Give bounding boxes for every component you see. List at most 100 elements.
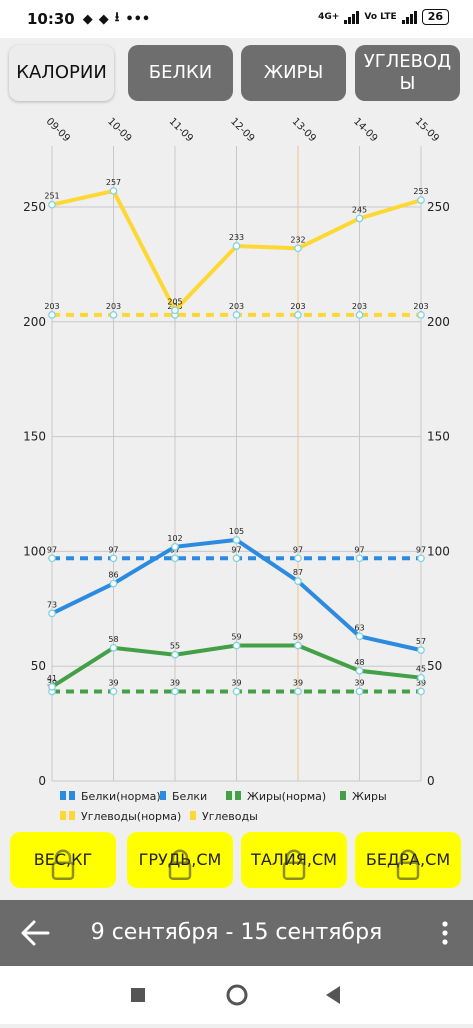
tab-proteins[interactable]: БЕЛКИ — [128, 45, 233, 101]
data-point — [109, 579, 118, 588]
data-label: 203 — [352, 302, 367, 311]
legend-swatch — [60, 791, 66, 800]
y-tick-label-right: 150 — [427, 430, 450, 444]
weight-button-label: ВЕС,КГ — [33, 850, 93, 869]
data-point — [294, 311, 302, 319]
waist-button[interactable]: ТАЛИЯ,СМ — [241, 832, 347, 888]
data-label: 59 — [293, 633, 303, 642]
back-arrow-icon[interactable] — [20, 919, 50, 947]
legend-label: Белки — [172, 790, 207, 803]
data-label: 39 — [47, 678, 57, 687]
y-tick-label-left: 250 — [23, 200, 46, 214]
hips-button-label: БЕДРА,СМ — [365, 850, 451, 869]
tab-carbs[interactable]: УГЛЕВОДЫ — [355, 45, 460, 101]
y-tick-label-left: 50 — [31, 659, 46, 673]
data-label: 105 — [229, 527, 244, 536]
data-label: 39 — [293, 678, 303, 687]
legend-label: Жиры — [352, 790, 387, 803]
date-navigation-bar: 9 сентября - 15 сентября — [0, 900, 473, 966]
data-label: 97 — [47, 545, 57, 554]
network-type: 4G+ — [318, 12, 340, 22]
signal-icon — [401, 10, 417, 24]
data-point — [417, 673, 425, 682]
data-label: 41 — [47, 674, 57, 683]
back-icon[interactable] — [326, 986, 340, 1004]
data-point — [232, 641, 241, 650]
data-label: 233 — [229, 233, 244, 242]
more-notifications-icon: ••• — [125, 11, 151, 27]
data-point — [232, 242, 241, 250]
y-tick-label-left: 150 — [23, 430, 46, 444]
y-tick-label-left: 200 — [23, 315, 46, 329]
home-icon[interactable] — [226, 984, 248, 1006]
data-point — [417, 646, 425, 654]
status-time: 10:30 — [27, 10, 75, 28]
data-label: 48 — [354, 658, 364, 667]
volte-icon: Vo LTE — [364, 12, 397, 22]
data-point — [294, 577, 302, 586]
status-right: 4G+ Vo LTE 26 — [318, 9, 449, 25]
recent-apps-icon[interactable] — [131, 988, 145, 1002]
data-point — [417, 196, 425, 204]
data-label: 39 — [231, 678, 241, 687]
data-point — [48, 609, 56, 618]
data-label: 232 — [290, 235, 305, 244]
x-tick-label: 14-09 — [351, 116, 379, 144]
status-bar: 10:30 ◆ ◆ ⭳ ••• 4G+ Vo LTE 26 — [0, 0, 473, 38]
data-label: 97 — [293, 545, 303, 554]
legend-label: Углеводы(норма) — [81, 810, 181, 823]
nutrition-line-chart: 09-09 10-09 11-09 12-09 13-09 14-09 15-09 0 0 50 5… — [23, 116, 450, 823]
y-tick-label-right: 250 — [427, 200, 450, 214]
weight-button[interactable]: ВЕС,КГ — [10, 832, 116, 888]
more-vert-icon[interactable] — [441, 921, 449, 945]
legend-swatch — [340, 791, 346, 800]
data-point — [109, 687, 118, 696]
data-point — [417, 687, 425, 696]
lock-icon — [51, 849, 75, 881]
data-label: 257 — [106, 178, 121, 187]
metric-tabs: КАЛОРИИ БЕЛКИ ЖИРЫ УГЛЕВОДЫ — [0, 45, 473, 101]
data-label: 253 — [413, 187, 428, 196]
y-tick-label-right: 100 — [427, 544, 450, 558]
data-label: 87 — [293, 568, 303, 577]
data-point — [355, 214, 364, 223]
data-point — [232, 554, 241, 563]
data-point — [355, 554, 364, 563]
data-label: 97 — [354, 545, 364, 554]
data-label: 39 — [108, 678, 118, 687]
data-point — [171, 687, 179, 696]
hips-button[interactable]: БЕДРА,СМ — [355, 832, 461, 888]
y-tick-label-right: 0 — [427, 774, 435, 788]
data-point — [48, 200, 56, 209]
lock-icon — [396, 849, 420, 881]
legend-swatch — [160, 791, 166, 800]
data-label: 73 — [47, 600, 57, 609]
data-label: 203 — [106, 302, 121, 311]
data-point — [48, 683, 56, 691]
data-point — [294, 244, 302, 253]
legend-label: Жиры(норма) — [247, 790, 326, 803]
x-tick-label: 12-09 — [228, 116, 256, 144]
lock-icon — [282, 849, 306, 881]
data-point — [417, 554, 425, 563]
date-range-label[interactable]: 9 сентября - 15 сентября — [90, 920, 383, 945]
tab-fats[interactable]: ЖИРЫ — [241, 45, 346, 101]
x-tick-label: 09-09 — [44, 116, 72, 144]
chest-button-label: ГРУДЬ,СМ — [138, 850, 222, 869]
legend-swatch — [60, 811, 66, 820]
notification-icons: ◆ ◆ ⭳ ••• — [83, 8, 151, 30]
chest-button[interactable]: ГРУДЬ,СМ — [127, 832, 233, 888]
system-navigation-bar — [0, 966, 473, 1024]
data-point — [109, 643, 118, 652]
data-point — [109, 554, 118, 563]
legend-swatch — [190, 811, 196, 820]
x-tick-label: 13-09 — [290, 116, 318, 144]
legend-swatch — [69, 791, 75, 800]
data-label: 245 — [352, 205, 367, 214]
data-point — [171, 306, 179, 315]
y-tick-label-left: 0 — [38, 774, 46, 788]
tab-calories[interactable]: КАЛОРИИ — [9, 45, 114, 101]
legend-swatch — [69, 811, 75, 820]
data-label: 63 — [354, 623, 364, 632]
data-label: 97 — [231, 545, 241, 554]
